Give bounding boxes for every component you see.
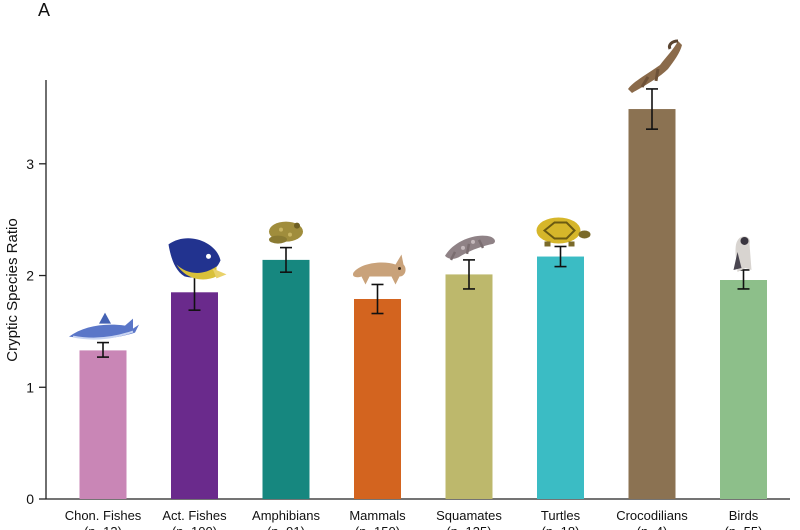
bar	[720, 280, 767, 499]
shark-icon	[69, 312, 139, 340]
category-label: Turtles	[541, 508, 581, 523]
y-tick-label: 0	[26, 491, 34, 507]
bar	[171, 292, 218, 499]
category-sublabel: (n=100)	[172, 524, 217, 530]
category-label: Crocodilians	[616, 508, 688, 523]
category-label: Amphibians	[252, 508, 320, 523]
y-tick-label: 3	[26, 156, 34, 172]
bar	[537, 256, 584, 499]
fish-icon	[168, 238, 227, 280]
bar	[445, 274, 493, 499]
category-label: Birds	[729, 508, 759, 523]
y-tick-label: 1	[26, 379, 34, 395]
bar	[262, 259, 310, 499]
category-label: Squamates	[436, 508, 502, 523]
error-bar	[646, 88, 658, 130]
bar	[79, 350, 127, 499]
error-bar	[371, 283, 384, 315]
error-bar	[280, 246, 292, 273]
category-label: Mammals	[349, 508, 406, 523]
category-sublabel: (n=91)	[267, 524, 305, 530]
y-axis-label: Cryptic Species Ratio	[4, 218, 21, 361]
bar	[354, 298, 401, 499]
error-bar	[97, 341, 109, 358]
category-sublabel: (n=55)	[725, 524, 763, 530]
panel-label: A	[38, 0, 50, 20]
lynx-icon	[352, 254, 406, 285]
category-sublabel: (n=135)	[446, 524, 491, 530]
crocodile-icon	[628, 39, 682, 93]
error-bar	[554, 245, 567, 268]
bird-icon	[733, 236, 752, 272]
category-sublabel: (n=150)	[355, 524, 400, 530]
category-label: Act. Fishes	[162, 508, 227, 523]
y-tick-label: 2	[26, 268, 34, 284]
category-sublabel: (n=4)	[637, 524, 668, 530]
lizard-icon	[445, 235, 495, 261]
turtle-icon	[536, 217, 591, 247]
category-label: Chon. Fishes	[65, 508, 142, 523]
bar	[628, 109, 676, 500]
error-bar	[463, 259, 475, 290]
category-sublabel: (n=13)	[84, 524, 122, 530]
frog-icon	[269, 221, 303, 244]
category-sublabel: (n=18)	[542, 524, 580, 530]
